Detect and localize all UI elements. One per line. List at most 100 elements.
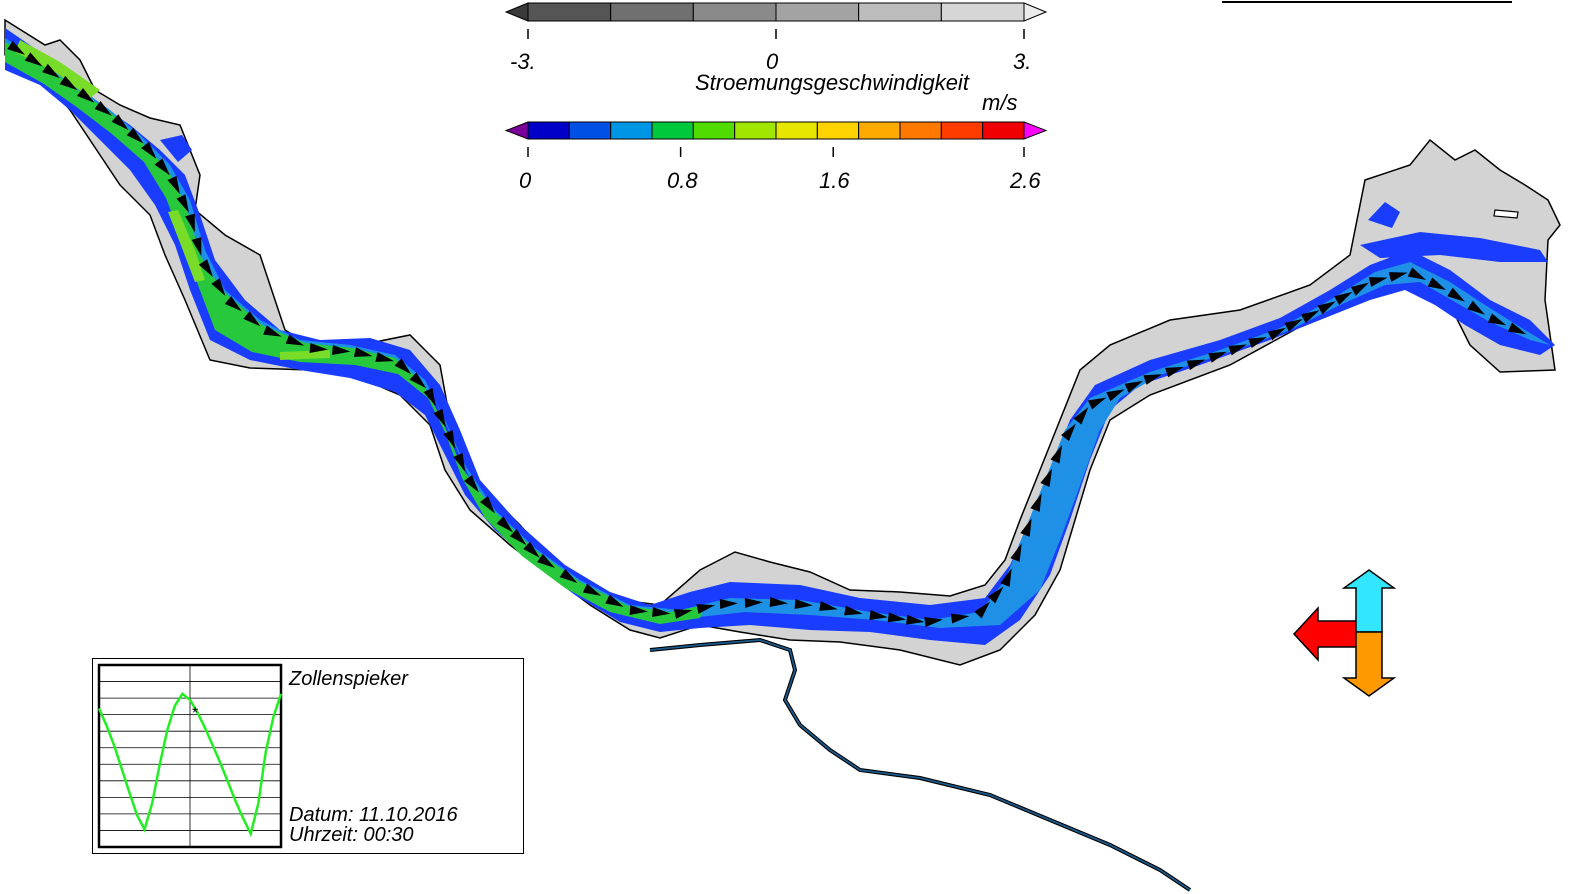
flow-arrow: [1334, 291, 1353, 306]
legend-swatch: [816, 121, 860, 140]
flow-arrow: [24, 52, 43, 67]
faster-current: [168, 210, 205, 282]
legend-swatch: [734, 121, 777, 140]
date-label: Datum: 11.10.2016: [289, 804, 458, 826]
flow-arrow: [332, 345, 351, 355]
flow-arrow: [353, 347, 373, 357]
flow-arrow: [559, 568, 578, 583]
flow-arrow: [185, 213, 195, 233]
flow-arrow: [1228, 344, 1247, 356]
flow-arrow: [1020, 518, 1032, 537]
velocity-legend: [504, 121, 1048, 157]
flow-arrow: [1248, 337, 1267, 349]
velocity-legend-unit: m/s: [982, 90, 1018, 115]
flow-arrow: [191, 237, 202, 256]
flow-arrow: [673, 609, 693, 619]
flow-arrow: [1284, 319, 1303, 332]
flow-arrow: [224, 296, 242, 312]
legend-swatch: [982, 121, 1025, 140]
flow-arrow: [523, 541, 540, 558]
legend-swatch: [527, 2, 612, 22]
flow-arrow: [1165, 366, 1184, 378]
flow-arrow: [719, 599, 738, 609]
flow-arrow: [950, 613, 970, 624]
top-legend-tick-min: -3.: [510, 49, 536, 74]
shallow-patch: [160, 135, 192, 162]
flow-arrow: [1143, 374, 1163, 385]
flow-arrow: [1487, 313, 1507, 326]
legend-swatch: [610, 121, 653, 140]
legend-swatch: [775, 2, 860, 22]
flow-arrow: [582, 583, 602, 596]
flow-arrow: [243, 311, 261, 327]
flow-arrow: [605, 594, 624, 607]
flow-arrow: [176, 194, 189, 213]
direction-indicator: [1292, 569, 1397, 697]
flow-arrow: [309, 343, 328, 353]
flow-arrow: [1427, 277, 1447, 291]
flow-arrow: [1030, 493, 1042, 512]
flow-arrow: [496, 516, 514, 533]
flow-arrow: [1124, 380, 1144, 393]
flow-arrow: [652, 607, 671, 617]
flow-arrow: [453, 453, 466, 472]
flow-arrow: [1000, 568, 1012, 587]
flow-arrow: [42, 63, 60, 79]
arrow-west-icon: [1292, 606, 1359, 662]
flow-arrow: [696, 604, 716, 614]
legend-over-arrow: [1023, 2, 1048, 22]
flow-arrow: [464, 474, 479, 493]
flow-arrow: [1267, 327, 1286, 341]
flow-arrow: [409, 372, 427, 389]
flow-arrow: [906, 614, 925, 625]
flow-arrow: [974, 601, 991, 619]
legend-swatch: [610, 2, 694, 22]
arrow-north-icon: [1341, 569, 1397, 633]
velocity-legend-title: Stroemungsgeschwindigkeit: [695, 70, 969, 95]
legend-swatch: [527, 121, 570, 140]
flow-vectors: [7, 40, 1527, 627]
flow-arrow: [443, 430, 456, 449]
flow-arrow: [154, 158, 170, 176]
time-label: Uhrzeit: 00:30: [289, 824, 414, 846]
legend-swatch: [940, 121, 984, 140]
legend-over-arrow: [1023, 121, 1048, 140]
flow-arrow: [869, 610, 888, 620]
flow-arrow: [509, 529, 527, 546]
flow-arrow: [1208, 351, 1227, 363]
flow-arrow: [1301, 310, 1320, 324]
shallow-patch: [1368, 202, 1400, 228]
flow-arrow: [198, 259, 213, 278]
legend-swatch: [899, 121, 942, 140]
flow-arrow: [126, 127, 144, 144]
flow-arrow: [1350, 282, 1370, 296]
flow-arrow: [1467, 300, 1486, 315]
arrow-south-icon: [1341, 631, 1397, 697]
flow-arrow: [263, 325, 282, 337]
legend-under-arrow: [504, 121, 529, 140]
flow-arrow: [769, 597, 788, 607]
water-level-line: [97, 691, 283, 838]
flow-arrow: [1368, 277, 1388, 287]
legend-swatch: [858, 121, 901, 140]
station-name: Zollenspieker: [289, 668, 408, 690]
fast-current: [5, 42, 705, 624]
shallow-water: [5, 28, 1555, 645]
flow-arrow: [1447, 287, 1466, 302]
flow-arrow: [7, 40, 26, 55]
flow-arrow: [794, 599, 813, 609]
flow-arrow: [211, 278, 226, 297]
velocity-tick-1: 0.8: [667, 168, 698, 193]
flow-arrow: [1061, 423, 1076, 442]
flow-arrow: [375, 352, 395, 362]
legend-swatch: [692, 2, 777, 22]
flow-arrow: [1106, 389, 1125, 402]
legend-swatch: [692, 121, 736, 140]
faster-current: [15, 40, 100, 98]
water-level-chart: *: [97, 663, 283, 849]
flow-arrow: [94, 100, 112, 116]
flow-arrow: [111, 114, 129, 131]
flow-arrow: [77, 87, 95, 103]
flow-arrow: [141, 141, 157, 159]
